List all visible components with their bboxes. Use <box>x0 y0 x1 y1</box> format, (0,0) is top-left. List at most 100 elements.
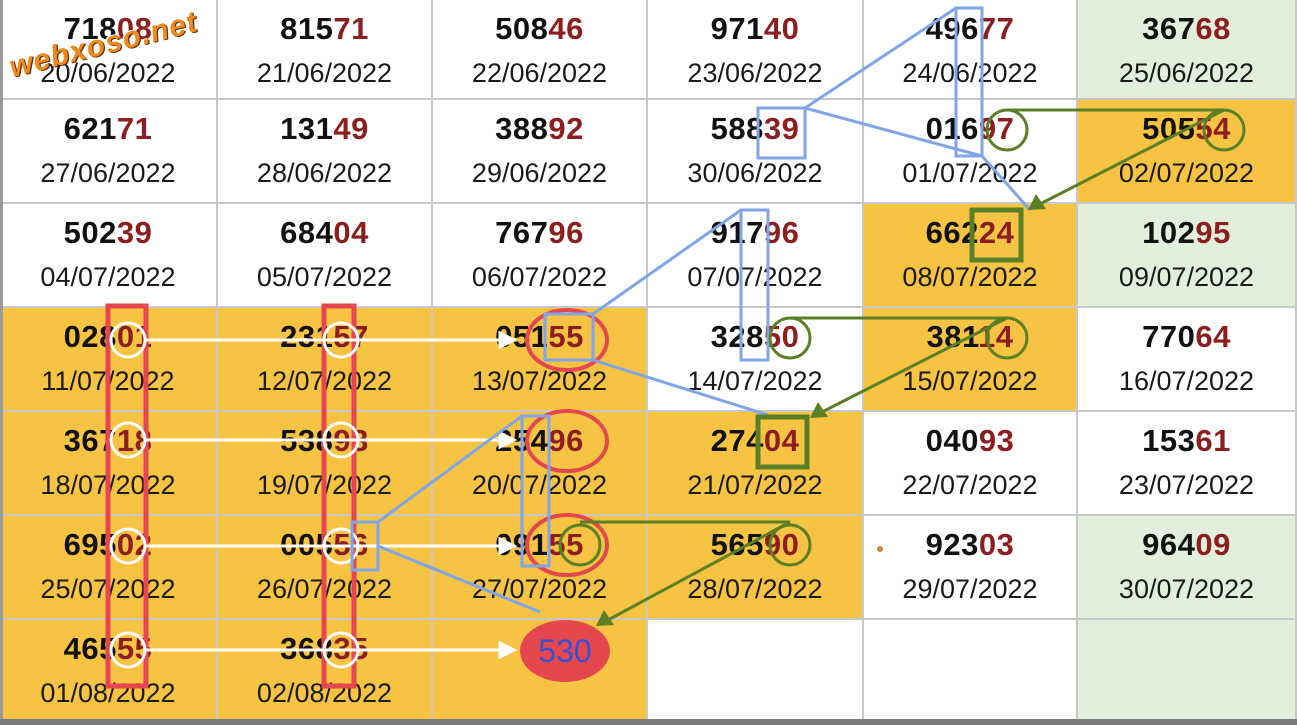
lottery-number: 04093 <box>864 424 1076 458</box>
number-head: 005 <box>280 527 334 562</box>
result-cell: 68404 05/07/2022 <box>218 204 433 308</box>
draw-date: 29/06/2022 <box>471 158 608 188</box>
lottery-number: 36768 <box>1078 12 1295 46</box>
result-cell: 81571 21/06/2022 <box>218 0 433 100</box>
lottery-number: 50239 <box>0 216 216 250</box>
number-head: 508 <box>495 11 549 46</box>
number-head: 917 <box>710 215 764 250</box>
number-tail: 24 <box>978 215 1015 250</box>
draw-date: 05/07/2022 <box>256 262 393 292</box>
draw-date: 09/07/2022 <box>1118 262 1255 292</box>
number-head: 368 <box>280 631 334 666</box>
number-head: 767 <box>495 215 549 250</box>
lottery-number: 09155 <box>433 528 646 562</box>
number-head: 496 <box>925 11 979 46</box>
number-tail: 18 <box>116 423 153 458</box>
left-edge-bar <box>0 0 3 725</box>
result-cell: 46555 01/08/2022 <box>0 620 218 725</box>
number-tail: 39 <box>763 111 800 146</box>
draw-date: 30/06/2022 <box>687 158 823 188</box>
draw-date: 02/08/2022 <box>256 678 393 708</box>
number-tail: 46 <box>548 11 584 46</box>
result-cell: 77064 16/07/2022 <box>1078 308 1297 412</box>
lottery-number: 13149 <box>218 112 431 146</box>
lottery-number: 81571 <box>218 12 431 46</box>
number-head: 388 <box>495 111 549 146</box>
number-head: 328 <box>710 319 764 354</box>
lottery-number: 10295 <box>1078 216 1295 250</box>
lottery-number: 77064 <box>1078 320 1295 354</box>
draw-date: 25/06/2022 <box>1118 58 1255 88</box>
draw-date: 29/07/2022 <box>902 574 1038 604</box>
number-tail: 04 <box>333 215 369 250</box>
number-tail: 40 <box>763 11 800 46</box>
lottery-number: 00556 <box>218 528 431 562</box>
number-head: 051 <box>495 319 549 354</box>
number-tail: 77 <box>978 11 1015 46</box>
result-cell: 62171 27/06/2022 <box>0 100 218 204</box>
number-tail: 97 <box>978 111 1015 146</box>
draw-date: 23/07/2022 <box>1118 470 1255 500</box>
number-head: 718 <box>63 11 117 46</box>
number-head: 971 <box>710 11 764 46</box>
number-head: 367 <box>1142 11 1196 46</box>
bottom-edge-bar <box>0 719 1297 725</box>
number-head: 923 <box>925 527 979 562</box>
number-tail: 96 <box>548 215 584 250</box>
number-head: 231 <box>280 319 334 354</box>
result-cell: 01697 01/07/2022 <box>864 100 1078 204</box>
number-head: 016 <box>925 111 979 146</box>
result-cell: 04093 22/07/2022 <box>864 412 1078 516</box>
draw-date: 16/07/2022 <box>1118 366 1255 396</box>
number-tail: 39 <box>116 215 153 250</box>
draw-date: 27/06/2022 <box>40 158 176 188</box>
result-cell: 38114 15/07/2022 <box>864 308 1078 412</box>
number-tail: 55 <box>548 319 584 354</box>
lottery-number: 50846 <box>433 12 646 46</box>
number-head: 964 <box>1142 527 1196 562</box>
result-cell: 38892 29/06/2022 <box>433 100 648 204</box>
result-cell <box>648 620 864 725</box>
number-tail: 55 <box>548 527 584 562</box>
number-tail: 93 <box>978 423 1015 458</box>
result-cell <box>864 620 1078 725</box>
result-cell: 02801 11/07/2022 <box>0 308 218 412</box>
number-head: 621 <box>63 111 117 146</box>
lottery-number: 50554 <box>1078 112 1295 146</box>
draw-date: 30/07/2022 <box>1118 574 1255 604</box>
lottery-number: 62171 <box>0 112 216 146</box>
lottery-number: 96409 <box>1078 528 1295 562</box>
number-head: 695 <box>63 527 117 562</box>
result-cell: 05155 13/07/2022 <box>433 308 648 412</box>
number-tail: 93 <box>333 423 369 458</box>
number-head: 770 <box>1142 319 1196 354</box>
draw-date: 11/07/2022 <box>41 366 175 396</box>
lottery-number: 76796 <box>433 216 646 250</box>
number-head: 028 <box>63 319 117 354</box>
number-tail: 57 <box>333 319 369 354</box>
draw-date: 22/07/2022 <box>902 470 1038 500</box>
lottery-number: 25496 <box>433 424 646 458</box>
draw-date: 21/06/2022 <box>256 58 393 88</box>
number-tail: 09 <box>1195 527 1231 562</box>
number-tail: 64 <box>1195 319 1231 354</box>
number-head: 662 <box>925 215 979 250</box>
number-tail: 55 <box>116 631 153 666</box>
result-cell: 50846 22/06/2022 <box>433 0 648 100</box>
result-cell: 66224 08/07/2022 <box>864 204 1078 308</box>
lottery-number: 27404 <box>648 424 862 458</box>
lottery-number: 02801 <box>0 320 216 354</box>
draw-date: 24/06/2022 <box>902 58 1038 88</box>
lottery-number: 58839 <box>648 112 862 146</box>
lottery-number: 36718 <box>0 424 216 458</box>
result-cell <box>1078 620 1297 725</box>
result-cell: 25496 20/07/2022 <box>433 412 648 516</box>
number-tail: 54 <box>1195 111 1231 146</box>
number-head: 367 <box>63 423 117 458</box>
number-tail: 35 <box>333 631 369 666</box>
lottery-number: 15361 <box>1078 424 1295 458</box>
lottery-number: 32850 <box>648 320 862 354</box>
draw-date: 06/07/2022 <box>471 262 608 292</box>
number-head: 538 <box>280 423 334 458</box>
result-cell: 92303 29/07/2022 <box>864 516 1078 620</box>
